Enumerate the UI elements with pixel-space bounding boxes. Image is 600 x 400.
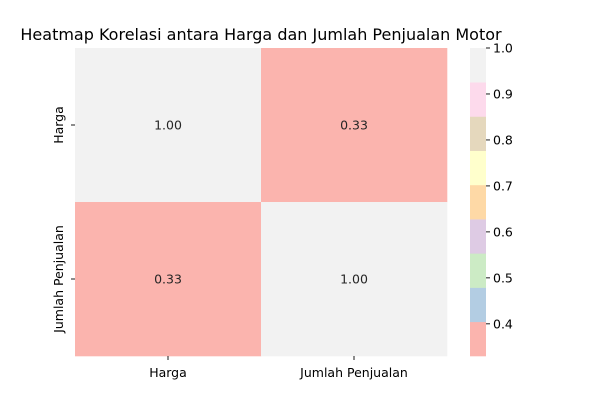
colorbar-tick-label: 0.9 [493,86,513,101]
cell-value-label: 0.33 [340,118,368,133]
heatmap-axes: Harga Jumlah Penjualan Harga Jumlah Penjual… [51,106,408,380]
x-tick-label: Jumlah Penjualan [299,365,408,380]
colorbar-tick-label: 0.6 [493,224,513,239]
chart-title: Heatmap Korelasi antara Harga dan Jumlah… [20,25,502,44]
colorbar-segment [470,287,486,323]
colorbar-segment [470,321,486,357]
colorbar-segment [470,116,486,151]
colorbar-segment [470,150,486,186]
heatmap-cell [75,48,262,203]
colorbar-tick-label: 0.7 [493,178,513,193]
x-tick-label: Harga [149,365,187,380]
cell-value-label: 0.33 [154,272,182,287]
heatmap-cell [261,202,448,357]
heatmap-cell [261,48,448,203]
colorbar-segment [470,82,486,117]
cell-value-label: 1.00 [340,272,368,287]
heatmap-cell [75,202,262,357]
colorbar-tick-label: 0.4 [493,316,513,331]
cell-value-label: 1.00 [154,118,182,133]
colorbar-tick-label: 0.8 [493,132,513,147]
y-tick-label: Jumlah Penjualan [51,225,66,334]
heatmap-cells: 1.00 0.33 0.33 1.00 [75,48,448,357]
colorbar-tick-label: 0.5 [493,270,513,285]
colorbar-segment [470,184,486,220]
colorbar-tick-label: 1.0 [493,41,513,56]
y-tick-label: Harga [51,106,66,144]
colorbar: 0.4 0.5 0.6 0.7 0.8 0.9 1.0 [470,41,513,357]
colorbar-segment [470,253,486,288]
colorbar-segment [470,48,486,83]
colorbar-segment [470,219,486,254]
